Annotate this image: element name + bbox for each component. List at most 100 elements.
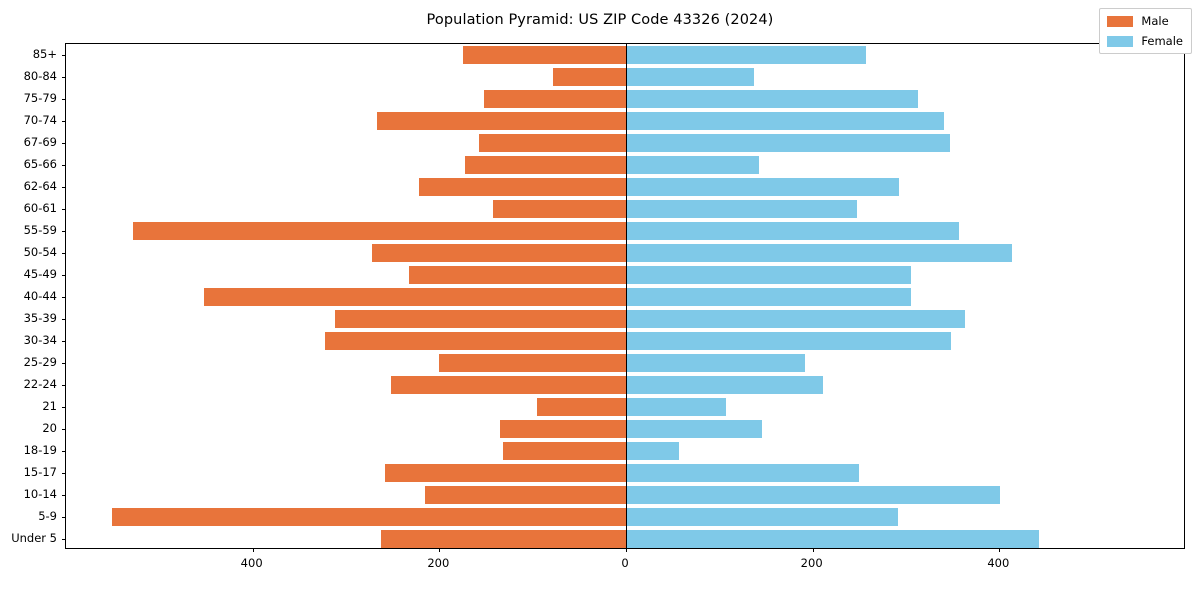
bar-female[interactable] [626, 133, 950, 153]
bar-male[interactable] [418, 177, 626, 197]
y-axis-tick-label: 65-66 [23, 157, 57, 171]
bar-female[interactable] [626, 441, 680, 461]
bar-row [66, 375, 1184, 395]
y-axis-tick-label: 85+ [32, 47, 57, 61]
bar-male[interactable] [372, 243, 626, 263]
y-axis-tick [62, 187, 66, 188]
y-axis-tick [62, 429, 66, 430]
bar-female[interactable] [626, 507, 898, 527]
bar-male[interactable] [325, 331, 626, 351]
y-axis-tick-label: 10-14 [23, 487, 57, 501]
center-axis-line [626, 44, 627, 548]
bar-female[interactable] [626, 485, 1001, 505]
y-axis-tick [62, 385, 66, 386]
bar-female[interactable] [626, 199, 857, 219]
legend-swatch [1107, 35, 1134, 47]
bar-row [66, 89, 1184, 109]
bar-row [66, 441, 1184, 461]
y-axis-tick [62, 407, 66, 408]
bar-female[interactable] [626, 155, 760, 175]
bar-male[interactable] [334, 309, 626, 329]
y-axis-tick-label: 70-74 [23, 113, 57, 127]
y-axis-tick-label: 62-64 [23, 179, 57, 193]
bar-female[interactable] [626, 397, 726, 417]
bar-female[interactable] [626, 111, 945, 131]
y-axis-tick-label: 40-44 [23, 289, 57, 303]
y-axis-tick [62, 495, 66, 496]
bar-male[interactable] [462, 45, 626, 65]
bar-female[interactable] [626, 309, 965, 329]
bar-row [66, 111, 1184, 131]
bar-male[interactable] [133, 221, 626, 241]
y-axis-tick [62, 231, 66, 232]
y-axis-tick-label: 30-34 [23, 333, 57, 347]
bar-male[interactable] [502, 441, 626, 461]
bar-female[interactable] [626, 463, 860, 483]
bar-female[interactable] [626, 375, 823, 395]
bar-female[interactable] [626, 331, 951, 351]
x-axis-tick [439, 548, 441, 552]
bar-female[interactable] [626, 67, 754, 87]
bar-row [66, 243, 1184, 263]
bar-male[interactable] [537, 397, 626, 417]
legend-label: Female [1141, 34, 1183, 48]
x-axis-tick-label: 200 [800, 556, 823, 570]
bar-row [66, 265, 1184, 285]
bar-male[interactable] [385, 463, 626, 483]
bar-row [66, 199, 1184, 219]
y-axis-tick [62, 143, 66, 144]
bar-male[interactable] [484, 89, 626, 109]
bar-male[interactable] [465, 155, 626, 175]
y-axis-tick [62, 165, 66, 166]
legend-swatch [1107, 15, 1134, 27]
bar-male[interactable] [390, 375, 626, 395]
bar-row [66, 331, 1184, 351]
bar-male[interactable] [204, 287, 626, 307]
bar-row [66, 45, 1184, 65]
y-axis-tick-label: 67-69 [23, 135, 57, 149]
bar-row [66, 397, 1184, 417]
bar-male[interactable] [380, 529, 626, 549]
bar-row [66, 309, 1184, 329]
bar-male[interactable] [425, 485, 626, 505]
bar-female[interactable] [626, 353, 806, 373]
bar-female[interactable] [626, 287, 911, 307]
y-axis-tick-label: 25-29 [23, 355, 57, 369]
bar-female[interactable] [626, 529, 1040, 549]
bar-male[interactable] [439, 353, 626, 373]
x-axis-tick-label: 200 [427, 556, 450, 570]
y-axis-tick [62, 209, 66, 210]
bar-female[interactable] [626, 265, 911, 285]
y-axis-tick [62, 99, 66, 100]
y-axis-tick [62, 77, 66, 78]
y-axis-tick-label: Under 5 [11, 531, 57, 545]
chart-title: Population Pyramid: US ZIP Code 43326 (2… [426, 12, 774, 28]
bar-female[interactable] [626, 177, 899, 197]
y-axis-tick [62, 275, 66, 276]
y-axis-tick-label: 20 [42, 421, 57, 435]
bar-male[interactable] [376, 111, 626, 131]
bar-male[interactable] [493, 199, 626, 219]
bar-male[interactable] [111, 507, 626, 527]
bar-female[interactable] [626, 243, 1013, 263]
bar-row [66, 463, 1184, 483]
bar-male[interactable] [553, 67, 626, 87]
bars-layer [62, 44, 1184, 552]
bar-row [66, 353, 1184, 373]
y-axis-tick-label: 80-84 [23, 69, 57, 83]
bar-female[interactable] [626, 221, 960, 241]
bar-female[interactable] [626, 419, 763, 439]
bar-female[interactable] [626, 45, 866, 65]
bar-male[interactable] [409, 265, 626, 285]
bar-male[interactable] [500, 419, 626, 439]
legend-entry[interactable]: Female [1107, 34, 1183, 48]
x-axis-tick-label: 400 [987, 556, 1010, 570]
y-axis-tick-label: 22-24 [23, 377, 57, 391]
bar-female[interactable] [626, 89, 919, 109]
y-axis-tick-label: 75-79 [23, 91, 57, 105]
legend-entry[interactable]: Male [1107, 14, 1183, 28]
bar-male[interactable] [478, 133, 626, 153]
y-axis-tick-label: 18-19 [23, 443, 57, 457]
legend-label: Male [1141, 14, 1169, 28]
